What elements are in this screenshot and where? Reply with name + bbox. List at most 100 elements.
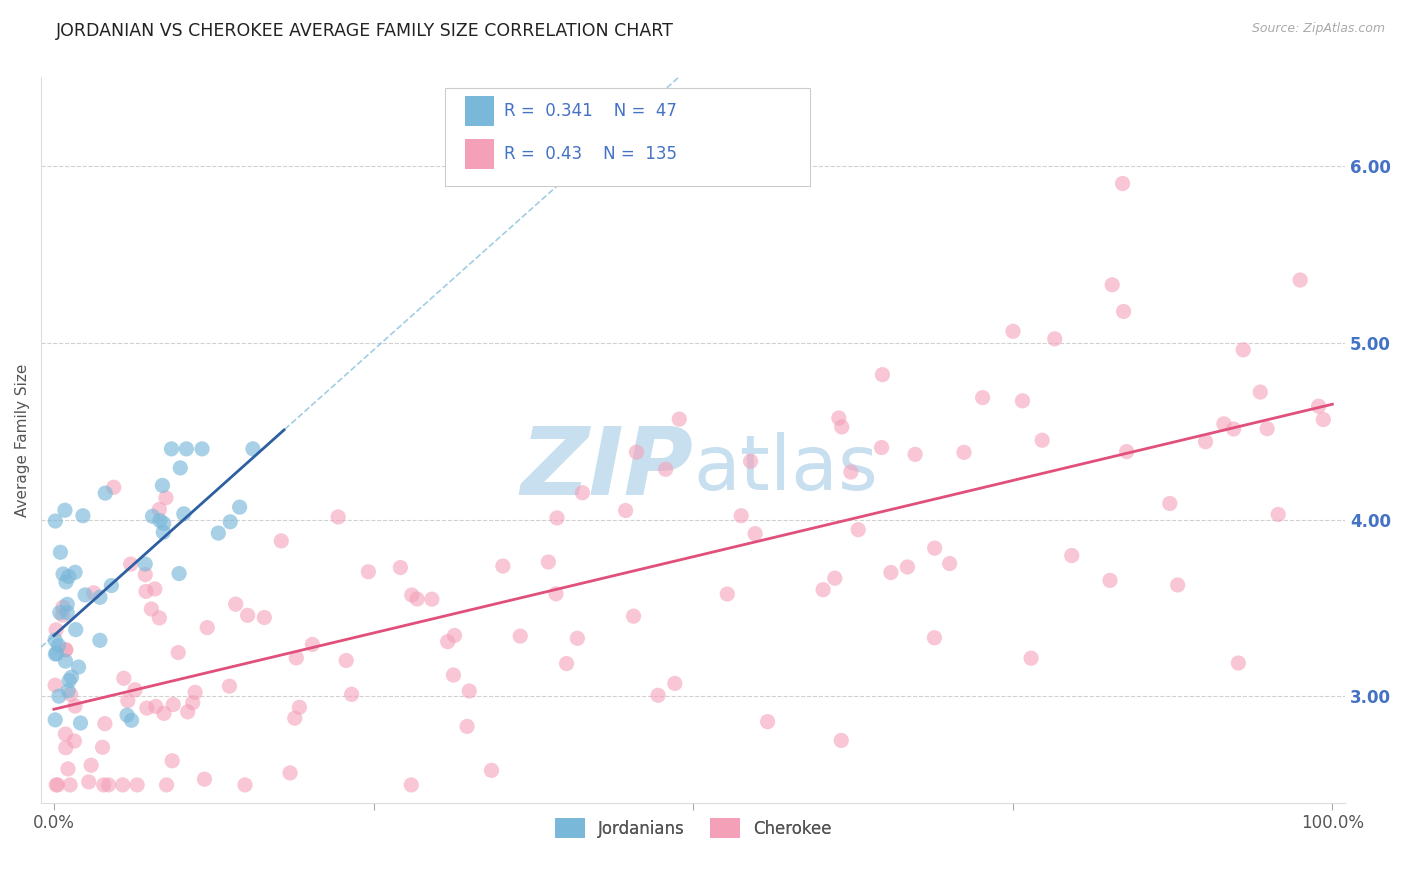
- Point: [55, 727, 77, 741]
- Point: [44, 647, 66, 661]
- Point: [972, 391, 994, 405]
- Point: [112, 671, 135, 685]
- Point: [623, 609, 645, 624]
- Legend: Jordanians, Cherokee: Jordanians, Cherokee: [548, 812, 838, 845]
- Point: [58, 673, 80, 688]
- Point: [1112, 304, 1135, 318]
- Point: [1256, 422, 1278, 436]
- Point: [141, 509, 163, 524]
- Point: [301, 637, 323, 651]
- Point: [1060, 549, 1083, 563]
- Point: [546, 511, 568, 525]
- Point: [509, 629, 531, 643]
- Point: [288, 700, 311, 714]
- Point: [896, 560, 918, 574]
- Point: [134, 557, 156, 571]
- Point: [149, 514, 172, 528]
- Point: [167, 566, 190, 581]
- Point: [49, 545, 72, 559]
- Point: [55, 654, 77, 668]
- Point: [77, 775, 100, 789]
- Point: [406, 592, 429, 607]
- FancyBboxPatch shape: [465, 96, 494, 127]
- Point: [236, 608, 259, 623]
- Point: [1019, 651, 1042, 665]
- Point: [63, 699, 86, 714]
- Point: [219, 515, 242, 529]
- Point: [730, 508, 752, 523]
- Text: R =  0.43    N =  135: R = 0.43 N = 135: [503, 145, 678, 162]
- Point: [59, 687, 82, 701]
- Point: [1011, 393, 1033, 408]
- Point: [830, 733, 852, 747]
- Point: [48, 639, 70, 653]
- Point: [155, 491, 177, 505]
- Text: JORDANIAN VS CHEROKEE AVERAGE FAMILY SIZE CORRELATION CHART: JORDANIAN VS CHEROKEE AVERAGE FAMILY SIZ…: [56, 22, 673, 40]
- Point: [824, 571, 846, 585]
- Point: [492, 559, 515, 574]
- Point: [924, 631, 946, 645]
- Point: [340, 687, 363, 701]
- Point: [176, 705, 198, 719]
- Point: [44, 633, 66, 648]
- Point: [436, 634, 458, 648]
- Point: [58, 569, 80, 583]
- Point: [456, 719, 478, 733]
- Point: [756, 714, 779, 729]
- Point: [52, 600, 75, 615]
- Point: [953, 445, 976, 459]
- Point: [225, 597, 247, 611]
- Point: [441, 668, 464, 682]
- Point: [647, 689, 669, 703]
- Point: [65, 623, 87, 637]
- Point: [716, 587, 738, 601]
- Point: [45, 778, 67, 792]
- Point: [1043, 332, 1066, 346]
- Point: [160, 754, 183, 768]
- Point: [326, 510, 349, 524]
- Point: [148, 502, 170, 516]
- Point: [152, 478, 174, 492]
- Point: [1289, 273, 1312, 287]
- Point: [135, 701, 157, 715]
- Point: [193, 772, 215, 787]
- Point: [63, 566, 86, 580]
- Point: [567, 632, 589, 646]
- Point: [207, 526, 229, 541]
- Point: [401, 588, 423, 602]
- Point: [91, 740, 114, 755]
- Point: [60, 670, 83, 684]
- Point: [285, 651, 308, 665]
- Point: [278, 766, 301, 780]
- Point: [1227, 656, 1250, 670]
- Point: [173, 507, 195, 521]
- Text: R =  0.341    N =  47: R = 0.341 N = 47: [503, 103, 676, 120]
- Point: [184, 685, 207, 699]
- Point: [335, 653, 357, 667]
- Point: [153, 706, 176, 721]
- Point: [880, 566, 903, 580]
- Point: [94, 716, 117, 731]
- Point: [93, 778, 115, 792]
- Point: [253, 610, 276, 624]
- Point: [44, 514, 66, 528]
- Point: [389, 560, 412, 574]
- Point: [1249, 385, 1271, 400]
- Point: [1308, 399, 1330, 413]
- Point: [614, 503, 637, 517]
- Point: [1111, 177, 1133, 191]
- Point: [52, 566, 75, 581]
- Point: [44, 678, 66, 692]
- Point: [72, 508, 94, 523]
- Point: [48, 689, 70, 703]
- Point: [668, 412, 690, 426]
- Point: [53, 503, 76, 517]
- Point: [181, 696, 204, 710]
- Point: [44, 713, 66, 727]
- Point: [55, 740, 77, 755]
- Point: [83, 586, 105, 600]
- Point: [544, 587, 567, 601]
- Point: [664, 676, 686, 690]
- Point: [399, 778, 422, 792]
- FancyBboxPatch shape: [465, 138, 494, 169]
